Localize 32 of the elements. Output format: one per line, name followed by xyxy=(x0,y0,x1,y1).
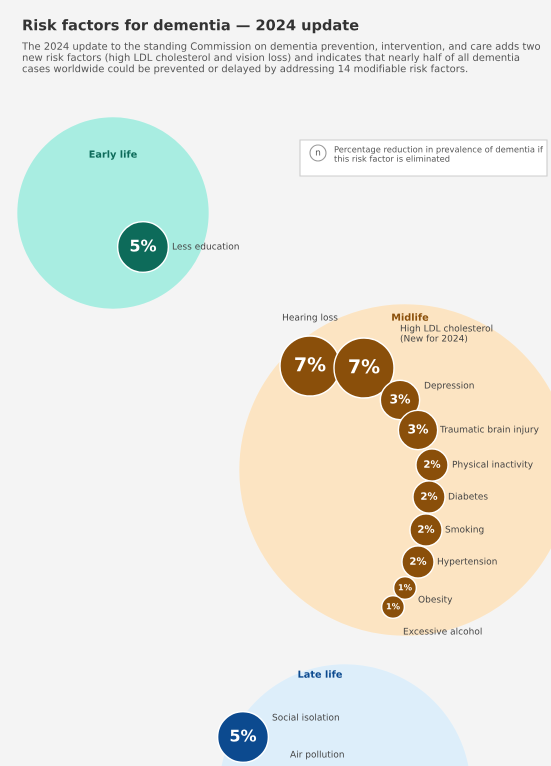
category-label: Hypertension xyxy=(438,558,497,566)
data-label: 5% xyxy=(130,240,156,252)
category-label: Hearing loss xyxy=(282,314,338,322)
category-label: Social isolation xyxy=(272,714,339,721)
data-label: 2% xyxy=(421,492,438,500)
category-label: Smoking xyxy=(446,526,484,534)
category-label: Less education xyxy=(172,242,239,250)
data-label: 3% xyxy=(390,394,410,404)
data-label: 2% xyxy=(418,525,434,533)
data-label: 2% xyxy=(424,460,440,468)
category-label: Obesity xyxy=(418,596,452,604)
text: Midlife xyxy=(392,313,428,321)
text: Early life xyxy=(90,150,137,160)
data-label: 2% xyxy=(410,557,426,565)
data-label: 3% xyxy=(408,424,428,434)
category-label: Air pollution xyxy=(290,750,344,760)
text: Risk factors for dementia — 2024 update xyxy=(23,19,358,34)
text: Percentage reduction in prevalence of dementia if this risk factor is eliminated xyxy=(334,146,544,162)
data-label: 5% xyxy=(230,730,256,742)
category-label: High LDL cholesterol (New for 2024) xyxy=(400,324,492,343)
text: Late life xyxy=(298,670,342,678)
category-label: Diabetes xyxy=(448,492,488,500)
category-label: Traumatic brain injury xyxy=(440,426,539,434)
data-label: 7% xyxy=(295,357,326,372)
data-label: 7% xyxy=(349,359,380,374)
category-label: Depression xyxy=(424,382,474,390)
data-label: 1% xyxy=(398,584,412,590)
text: The 2024 update to the standing Commission on dementia prevention, intervention, and care adds two new risk factors (high LDL cholesterol and vision loss) and indicates that nearly half of all dementia cases worldwide could be prevented or delayed by addressing 14 modifiable risk factors. xyxy=(22,42,540,74)
category-label: Excessive alcohol xyxy=(404,628,482,635)
category-label: Physical inactivity xyxy=(452,460,533,470)
data-label: 1% xyxy=(386,603,400,610)
text: n xyxy=(316,150,320,156)
